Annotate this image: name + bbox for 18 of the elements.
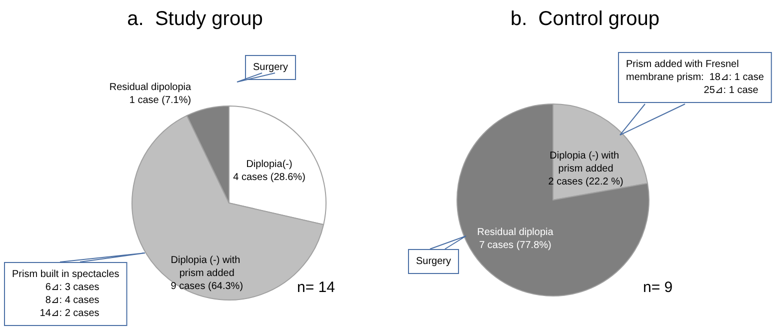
text: Prism built in spectacles 6⊿: 3 cases 8⊿: 4 cases 14⊿: 2 cases: [12, 269, 120, 319]
text: n= 9: [643, 279, 673, 296]
text: Surgery: [416, 256, 452, 267]
data-label: 1 case (7.1%): [129, 94, 192, 106]
text: Surgery: [253, 62, 288, 73]
data-label: 9 cases (64.3%): [170, 280, 244, 292]
data-label: 7 cases (77.8%): [479, 240, 552, 252]
slice-label: Residual diplopia: [477, 227, 554, 238]
data-label: 4 cases (28.6%): [233, 172, 306, 183]
slice-label: Diplopia(-): [246, 158, 292, 170]
chart-title: a. Study group: [127, 8, 263, 30]
chart-title: b. Control group: [510, 8, 660, 30]
text: n= 14: [297, 279, 335, 296]
slice-label: Diplopia (-) with prism added: [550, 150, 622, 174]
slice-label: Diplopia (-) with prism added: [170, 254, 244, 279]
slice-label: Residual dipolopia: [109, 82, 192, 93]
data-label: 2 cases (22.2 %): [548, 176, 624, 188]
text: Prism added with Fresnel membrane prism: 18⊿: 1 case 25⊿: 1 case: [626, 59, 764, 96]
